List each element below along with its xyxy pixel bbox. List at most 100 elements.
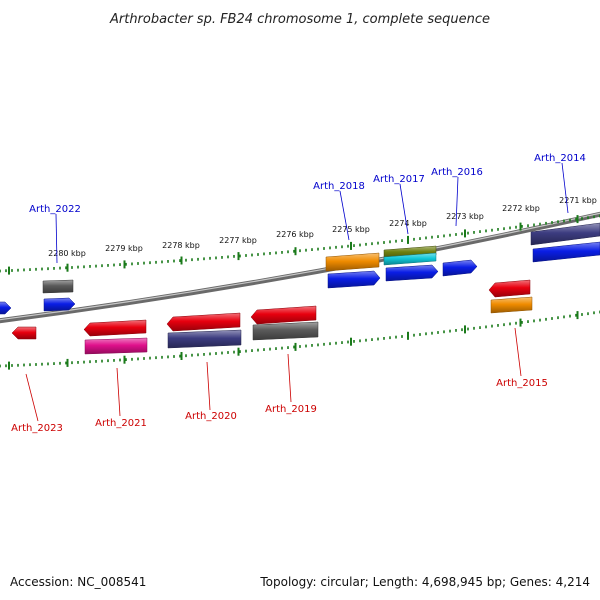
- minor-tick: [491, 324, 493, 328]
- gene-label-arth-2021[interactable]: Arth_2021: [95, 418, 147, 429]
- minor-tick: [203, 257, 205, 261]
- minor-tick: [101, 264, 103, 268]
- minor-tick: [539, 318, 541, 322]
- minor-tick: [269, 347, 271, 351]
- minor-tick: [149, 356, 151, 360]
- leader-arth-2014: [561, 162, 569, 214]
- leader-arth-2017: [399, 183, 409, 235]
- minor-tick: [107, 264, 109, 267]
- gene-arth-2022-gray[interactable]: [42, 279, 74, 294]
- tick-track-forward: [0, 214, 600, 275]
- gene-arth-2015-orange[interactable]: [490, 296, 533, 314]
- minor-tick: [149, 261, 151, 265]
- minor-tick: [245, 254, 247, 257]
- minor-tick: [53, 267, 55, 270]
- gene-arth-2019-gray[interactable]: [252, 321, 319, 341]
- minor-tick: [413, 237, 415, 241]
- minor-tick: [263, 348, 265, 351]
- gene-arth-2020-slate[interactable]: [167, 329, 242, 349]
- minor-tick: [215, 352, 217, 355]
- gene-arth-2018-orange[interactable]: [325, 252, 380, 272]
- minor-tick: [347, 340, 349, 344]
- minor-tick: [281, 251, 283, 254]
- minor-tick: [137, 262, 139, 265]
- minor-tick: [167, 260, 169, 263]
- minor-tick: [71, 266, 73, 269]
- major-tick: [519, 318, 522, 327]
- minor-tick: [557, 220, 559, 224]
- gene-arth-2015-red[interactable]: [488, 279, 531, 298]
- gene-arth-2018-blue[interactable]: [327, 270, 381, 289]
- minor-tick: [419, 333, 421, 336]
- minor-tick: [503, 323, 505, 327]
- minor-tick: [257, 348, 259, 352]
- leader-arth-2015: [514, 327, 522, 377]
- minor-tick: [59, 361, 61, 365]
- gene-label-arth-2022[interactable]: Arth_2022: [29, 204, 81, 215]
- minor-tick: [311, 248, 313, 251]
- leader-arth-2021: [116, 367, 121, 417]
- gene-arth-2021-red[interactable]: [83, 319, 147, 337]
- minor-tick: [155, 356, 157, 360]
- gene-labels: Arth_2014 Arth_2016 Arth_2017 Arth_2018 …: [11, 153, 586, 434]
- gene-arth-2023-red[interactable]: [11, 326, 37, 340]
- minor-tick: [0, 269, 1, 273]
- minor-tick: [485, 325, 487, 329]
- minor-tick: [131, 357, 133, 361]
- gene-label-arth-2017[interactable]: Arth_2017: [373, 174, 425, 185]
- gene-label-arth-2016[interactable]: Arth_2016: [431, 167, 483, 178]
- minor-tick: [317, 247, 319, 251]
- major-tick: [350, 337, 352, 346]
- tick-labels: 2271 kbp 2272 kbp 2273 kbp 2274 kbp 2275…: [48, 196, 597, 258]
- leader-arth-2018: [339, 190, 350, 241]
- gene-label-arth-2018[interactable]: Arth_2018: [313, 181, 365, 192]
- minor-tick: [11, 269, 13, 272]
- gene-arth-2021-magenta[interactable]: [84, 337, 148, 355]
- gene-arth-2014-slate[interactable]: [530, 222, 600, 246]
- minor-tick: [449, 329, 451, 333]
- minor-tick: [101, 359, 103, 363]
- gene-label-arth-2019[interactable]: Arth_2019: [265, 404, 317, 415]
- minor-tick: [143, 261, 145, 265]
- minor-tick: [173, 259, 175, 263]
- gene-edge-blue[interactable]: [0, 301, 12, 315]
- gene-label-arth-2014[interactable]: Arth_2014: [534, 153, 586, 164]
- gene-arth-2014-blue[interactable]: [532, 241, 600, 263]
- minor-tick: [503, 227, 505, 231]
- gene-label-arth-2020[interactable]: Arth_2020: [185, 411, 237, 422]
- minor-tick: [95, 264, 97, 268]
- gene-arth-2019-red[interactable]: [250, 305, 317, 325]
- minor-tick: [359, 339, 361, 343]
- minor-tick: [485, 229, 487, 233]
- minor-tick: [473, 231, 475, 234]
- chromosome-backbone: [0, 211, 600, 324]
- minor-tick: [65, 266, 67, 270]
- minor-tick: [515, 321, 517, 325]
- leader-arth-2023: [25, 373, 39, 422]
- minor-tick: [197, 353, 199, 357]
- minor-tick: [533, 223, 535, 227]
- minor-tick: [137, 357, 139, 361]
- minor-tick: [437, 235, 439, 238]
- forward-strand-features: [0, 222, 600, 315]
- gene-arth-2020-red[interactable]: [166, 312, 241, 332]
- major-tick: [407, 331, 409, 340]
- tick-label-2272: 2272 kbp: [502, 204, 540, 213]
- major-tick: [576, 311, 579, 320]
- gene-arth-2022-blue[interactable]: [43, 297, 76, 312]
- gene-label-arth-2015[interactable]: Arth_2015: [496, 378, 548, 389]
- minor-tick: [257, 253, 259, 256]
- label-leaders: [25, 162, 569, 422]
- gene-arth-2017-cyan[interactable]: [383, 252, 437, 266]
- minor-tick: [287, 250, 289, 254]
- minor-tick: [431, 331, 433, 335]
- major-tick: [350, 241, 352, 250]
- minor-tick: [593, 311, 595, 315]
- minor-tick: [179, 354, 181, 358]
- minor-tick: [575, 313, 577, 317]
- minor-tick: [221, 351, 223, 355]
- gene-arth-2017-blue[interactable]: [385, 264, 439, 282]
- gene-arth-2016-blue[interactable]: [442, 259, 478, 277]
- minor-tick: [227, 255, 229, 259]
- gene-label-arth-2023[interactable]: Arth_2023: [11, 423, 63, 434]
